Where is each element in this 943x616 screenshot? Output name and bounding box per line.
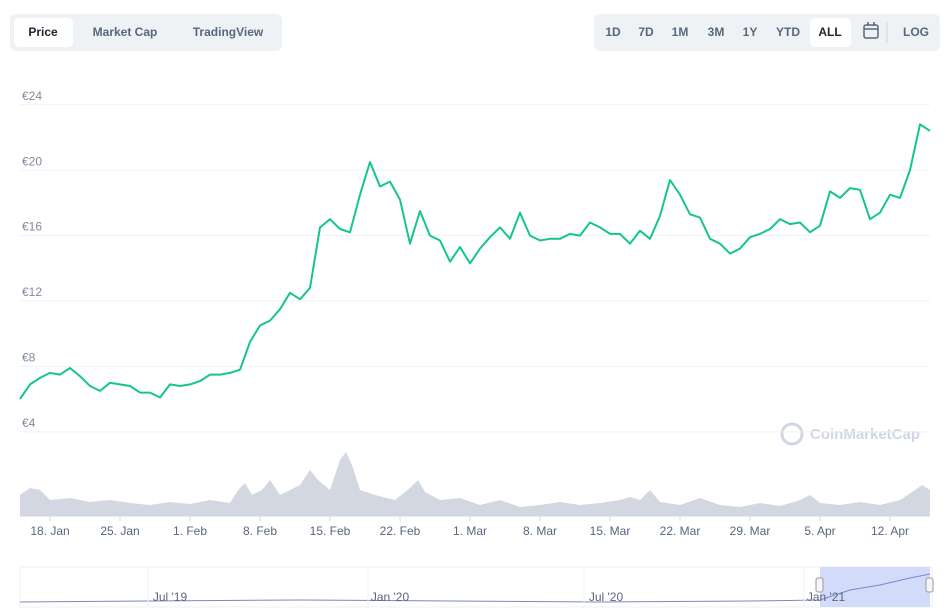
x-tick-label: 12. Apr	[871, 524, 909, 538]
x-tick-label: 15. Feb	[310, 524, 351, 538]
range-button[interactable]: ALL	[818, 25, 841, 39]
navigator-handle[interactable]	[925, 577, 934, 593]
navigator-handle[interactable]	[815, 577, 824, 593]
range-group	[594, 14, 940, 51]
tab[interactable]: Price	[28, 25, 58, 39]
y-tick-label: €20	[22, 154, 42, 168]
x-tick-label: 5. Apr	[804, 524, 835, 538]
navigator-label: Jan '21	[807, 590, 846, 604]
navigator-label: Jan '20	[371, 590, 410, 604]
log-button[interactable]: LOG	[903, 25, 929, 39]
x-tick-label: 8. Mar	[523, 524, 557, 538]
navigator-line	[19, 573, 931, 603]
x-tick-label: 15. Mar	[590, 524, 631, 538]
x-tick-label: 8. Feb	[243, 524, 277, 538]
range-active-bg	[810, 18, 851, 47]
navigator-label: Jul '19	[153, 590, 188, 604]
x-tick-label: 1. Mar	[453, 524, 487, 538]
x-tick-label: 18. Jan	[30, 524, 69, 538]
range-button[interactable]: 1Y	[743, 25, 758, 39]
y-tick-label: €12	[22, 285, 42, 299]
range-button[interactable]: 7D	[638, 25, 654, 39]
y-tick-label: €4	[22, 416, 36, 430]
x-tick-label: 25. Jan	[100, 524, 139, 538]
range-button[interactable]: 1D	[605, 25, 621, 39]
watermark: CoinMarketCap	[810, 426, 920, 443]
y-tick-label: €16	[22, 220, 42, 234]
x-tick-label: 22. Feb	[380, 524, 421, 538]
navigator-selection[interactable]	[820, 567, 930, 607]
x-tick-label: 22. Mar	[660, 524, 701, 538]
tab[interactable]: Market Cap	[93, 25, 158, 39]
y-tick-label: €8	[22, 351, 36, 365]
range-button[interactable]: 1M	[672, 25, 689, 39]
watermark-logo	[780, 422, 804, 446]
tab[interactable]: TradingView	[193, 25, 264, 39]
navigator-label: Jul '20	[589, 590, 624, 604]
volume-area	[20, 452, 930, 516]
x-tick-label: 1. Feb	[173, 524, 207, 538]
tab-active-bg	[14, 18, 73, 47]
range-button[interactable]: 3M	[708, 25, 725, 39]
range-button[interactable]: YTD	[776, 25, 800, 39]
calendar-icon[interactable]	[863, 22, 879, 39]
price-line	[19, 123, 931, 400]
tab-group	[10, 14, 282, 51]
y-tick-label: €24	[22, 89, 42, 103]
x-tick-label: 29. Mar	[730, 524, 771, 538]
